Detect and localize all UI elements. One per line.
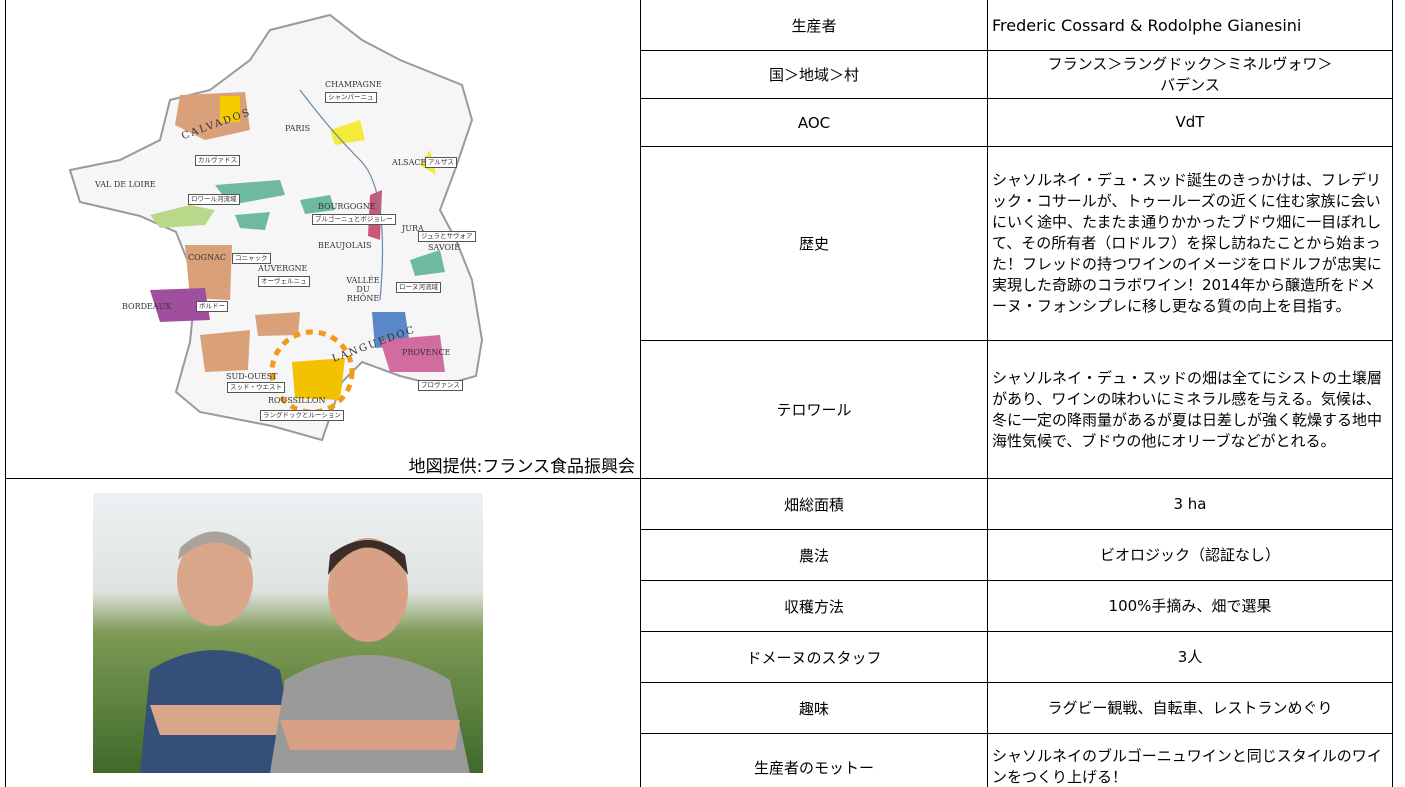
label-text: 国＞地域＞村 [768, 66, 859, 84]
row-label: 収穫方法 [640, 580, 988, 632]
map-label: SAVOIE [428, 243, 461, 252]
value-text: シャソルネイ・デュ・スッドの畑は全てにシストの土壌層があり、ワインの味わいにミネ… [992, 368, 1383, 450]
label-text: AOC [797, 113, 831, 132]
row-value: Frederic Cossard & Rodolphe Gianesini [987, 0, 1393, 51]
map-label: SUD-OUEST [226, 372, 278, 381]
map-label: PARIS [285, 124, 311, 133]
illustrations [68, 13, 484, 773]
value-text: シャソルネイ・デュ・スッド誕生のきっかけは、フレデリック・コサールが、トゥールー… [992, 171, 1382, 315]
map-label: AUVERGNE [258, 264, 308, 273]
map-label: ブルゴーニュとボジョレー [312, 214, 396, 225]
label-text: ドメーヌのスタッフ [746, 648, 882, 667]
map-label: ジュラとサヴォア [418, 231, 476, 242]
map-label: CHAMPAGNE [325, 80, 382, 89]
map-label: VAL DE LOIRE [95, 180, 156, 189]
label-text: 生産者のモットー [753, 758, 874, 777]
value-text: ビオロジック（認証なし） [1099, 545, 1280, 564]
map-label: VALLÉE DU RHÔNE [346, 276, 380, 303]
row-value: ラグビー観戦、自転車、レストランめぐり [987, 682, 1393, 734]
label-text: 歴史 [798, 235, 829, 253]
value-text: 3人 [1177, 647, 1203, 666]
map-label: ラングドックとルーション [260, 410, 344, 421]
map-label: コニャック [232, 253, 271, 264]
row-value: VdT [987, 98, 1393, 147]
map-label: BORDEAUX [122, 302, 172, 311]
map-label: ボルドー [196, 301, 228, 312]
label-text: 収穫方法 [783, 597, 844, 616]
value-text: 100%手摘み、畑で選果 [1108, 596, 1272, 615]
label-text: テロワール [776, 401, 852, 419]
row-label: 趣味 [640, 682, 988, 734]
row-label: 歴史 [640, 146, 988, 341]
label-text: 畑総面積 [783, 495, 844, 514]
row-label: 農法 [640, 529, 988, 581]
value-text: 3 ha [1173, 494, 1207, 513]
map-caption: 地図提供:フランス食品振興会 [408, 457, 635, 477]
row-value: ビオロジック（認証なし） [987, 529, 1393, 581]
map-label: COGNAC [188, 253, 226, 262]
map-label: シャンパーニュ [325, 92, 377, 103]
map-label: JURA [402, 224, 424, 233]
row-label: テロワール [640, 340, 988, 479]
value-text: ラグビー観戦、自転車、レストランめぐり [1047, 698, 1333, 717]
row-value: シャソルネイのブルゴーニュワインと同じスタイルのワインをつくり上げる！ [987, 733, 1393, 787]
row-label: 国＞地域＞村 [640, 50, 988, 99]
map-label: BOURGOGNE [318, 202, 376, 211]
map-label: プロヴァンス [418, 380, 463, 391]
row-label: 生産者 [640, 0, 988, 51]
row-value: 3 ha [987, 478, 1393, 530]
row-label: AOC [640, 98, 988, 147]
map-label: カルヴァドス [195, 155, 240, 166]
label-text: 生産者 [791, 16, 837, 35]
producer-photo [93, 493, 483, 773]
row-label: 畑総面積 [640, 478, 988, 530]
row-label: ドメーヌのスタッフ [640, 631, 988, 683]
value-text: Frederic Cossard & Rodolphe Gianesini [992, 15, 1302, 35]
map-label: ローヌ河流域 [396, 282, 441, 293]
map-label: ALSACE [392, 158, 427, 167]
row-value: 3人 [987, 631, 1393, 683]
map-label: ROUSSILLON [268, 396, 326, 405]
row-value: 100%手摘み、畑で選果 [987, 580, 1393, 632]
value-text: VdT [1175, 113, 1205, 131]
france-map [68, 13, 484, 442]
value-text: シャソルネイのブルゴーニュワインと同じスタイルのワインをつくり上げる！ [992, 747, 1382, 786]
value-text: フランス＞ラングドック＞ミネルヴォワ＞バデンス [1047, 54, 1333, 94]
map-label: アルザス [425, 157, 457, 168]
map-label: スッド・ウエスト [227, 382, 285, 393]
label-text: 農法 [798, 546, 829, 565]
row-value: シャソルネイ・デュ・スッド誕生のきっかけは、フレデリック・コサールが、トゥールー… [987, 146, 1393, 341]
label-text: 趣味 [798, 699, 829, 718]
map-label: オーヴェルニュ [258, 276, 310, 287]
row-value: フランス＞ラングドック＞ミネルヴォワ＞バデンス [987, 50, 1393, 99]
map-label: PROVENCE [402, 348, 451, 357]
row-value: シャソルネイ・デュ・スッドの畑は全てにシストの土壌層があり、ワインの味わいにミネ… [987, 340, 1393, 479]
map-label: BEAUJOLAIS [318, 241, 372, 250]
map-label: ロワール河流域 [188, 194, 240, 205]
row-label: 生産者のモットー [640, 733, 988, 787]
